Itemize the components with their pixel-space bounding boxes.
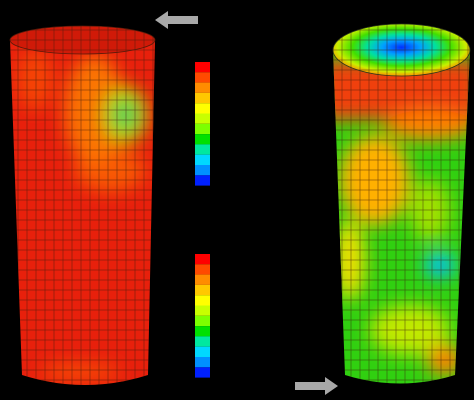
arrow-right <box>295 377 338 395</box>
legend-swatch <box>195 284 210 296</box>
legend-swatch <box>195 134 210 145</box>
legend-swatch <box>195 274 210 285</box>
legends <box>195 62 210 378</box>
legend-swatch <box>195 154 210 165</box>
legend-swatch <box>195 357 210 368</box>
legend-swatch <box>195 305 210 316</box>
legend-swatch <box>195 113 210 124</box>
left-cylinder <box>9 25 156 385</box>
legend-swatch <box>195 175 210 186</box>
arrow-left <box>155 11 198 29</box>
legend-swatch <box>195 165 210 176</box>
legend-swatch <box>195 336 210 347</box>
legend-swatch <box>195 264 210 275</box>
legend-swatch <box>195 326 210 337</box>
legend-swatch <box>195 123 210 135</box>
legend-swatch <box>195 367 210 378</box>
legend-swatch <box>195 254 210 265</box>
legend-swatch <box>195 72 210 83</box>
legend-swatch <box>195 92 210 104</box>
legend-swatch <box>195 144 210 155</box>
legend-swatch <box>195 82 210 93</box>
legend-swatch <box>195 346 210 357</box>
legend-swatch <box>195 315 210 327</box>
right-cylinder <box>332 23 471 384</box>
legend-swatch <box>195 295 210 306</box>
legend-swatch <box>195 62 210 73</box>
legend-swatch <box>195 103 210 114</box>
